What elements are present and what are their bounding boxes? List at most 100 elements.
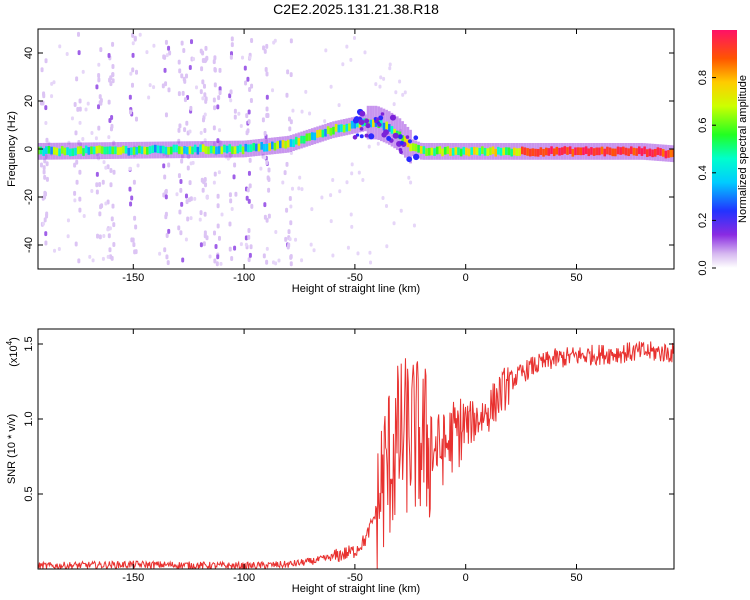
x-tick-label: -100 [233, 272, 255, 284]
spectrogram-cell [233, 146, 237, 155]
spectrogram-cell [159, 145, 162, 154]
spectrogram-noise [247, 228, 251, 234]
spectrogram-cell [502, 147, 505, 156]
colorbar-tick-label: 0.2 [697, 213, 709, 228]
spectrogram-noise [108, 226, 112, 231]
spectrogram-cell [611, 148, 614, 157]
spectrogram-noise [398, 79, 402, 84]
spectrogram-noise [177, 225, 181, 231]
spectrogram-noise [109, 168, 113, 174]
spectrogram-noise [202, 83, 206, 89]
spectrogram-cell [132, 147, 136, 155]
spectrogram-noise [148, 83, 152, 88]
spectrogram-cell [478, 147, 482, 156]
spectrogram-noise [289, 150, 293, 155]
spectrogram-noise [368, 250, 372, 255]
spectrogram-noise [262, 45, 266, 51]
spectrogram-noise [201, 96, 205, 101]
spectrogram-cell [138, 145, 141, 154]
spectrogram-noise [88, 254, 92, 259]
spectrogram-cell [151, 145, 154, 154]
spectrogram-cell [193, 144, 197, 153]
spectrogram-noise [43, 174, 47, 180]
spectrogram-y-ticks: -40 -20 0 20 40 [23, 47, 674, 253]
spectrogram-noise [374, 82, 378, 87]
spectrogram-noise [310, 207, 314, 212]
spectrogram-cell [294, 136, 298, 145]
colorbar-tick-label: 0.0 [697, 260, 709, 275]
spectrogram-noise [111, 78, 115, 84]
spectrogram-noise [357, 170, 361, 175]
spectrogram-noise [101, 256, 105, 261]
x-tick-label: 0 [463, 572, 469, 584]
spectrogram-blob [368, 133, 375, 140]
colorbar: 0.0 0.2 0.4 0.6 0.8 Normalized spectral ampl… [697, 30, 749, 276]
spectrogram-noise [189, 216, 193, 221]
spectrogram-noise [109, 75, 113, 81]
spectrogram-noise [179, 178, 183, 184]
spectrogram-noise [97, 104, 101, 110]
spectrogram-noise [98, 234, 102, 240]
spectrogram-noise [267, 167, 271, 173]
spectrogram-x-ticks: -150 -100 -50 0 50 [122, 29, 583, 284]
spectrogram-noise [369, 260, 373, 265]
spectrogram-cell [616, 146, 620, 155]
spectrogram-cell [547, 148, 551, 156]
spectrogram-noise [185, 120, 189, 126]
spectrogram-noise [136, 163, 140, 168]
spectrogram-noise [230, 36, 234, 42]
spectrogram-noise [243, 65, 247, 71]
spectrogram-noise [399, 208, 403, 213]
spectrogram-noise [214, 244, 218, 250]
spectrogram-noise [218, 90, 222, 96]
spectrogram-cell [164, 146, 168, 155]
spectrogram-noise [181, 257, 185, 263]
spectrogram-noise [163, 247, 167, 253]
spectrogram-noise [244, 80, 248, 86]
spectrogram-noise [186, 165, 190, 171]
spectrogram-cell [201, 144, 205, 152]
spectrogram-noise [39, 162, 43, 168]
spectrogram-noise [50, 81, 54, 86]
spectrogram-noise [199, 48, 203, 54]
colorbar-tick-label: 0.6 [697, 118, 709, 133]
spectrogram-noise [131, 237, 135, 243]
spectrogram-cell [111, 146, 115, 155]
spectrogram-noise [230, 42, 234, 48]
spectrogram-noise [199, 242, 203, 248]
spectrogram-noise [241, 55, 245, 60]
spectrogram-cell [528, 148, 532, 157]
spectrogram-cell [156, 145, 160, 154]
spectrogram-noise [263, 214, 267, 220]
spectrogram-noise [201, 57, 205, 63]
spectrogram-noise [131, 32, 135, 38]
snr-xlabel: Height of straight line (km) [292, 583, 420, 595]
spectrogram-blob [413, 135, 419, 141]
y-tick-label: 0 [23, 146, 35, 152]
spectrogram-noise [244, 235, 248, 241]
spectrogram-cell [350, 120, 354, 129]
spectrogram-noise [297, 186, 301, 191]
spectrogram-noise [58, 44, 62, 49]
chart-title: C2E2.2025.131.21.38.R18 [273, 1, 439, 17]
spectrogram-cell [92, 146, 96, 155]
spectrogram-noise [43, 194, 47, 200]
spectrogram-noise [189, 105, 193, 111]
spectrogram-blob [364, 133, 369, 138]
spectrogram-cell [268, 143, 271, 151]
spectrogram-noise [412, 223, 416, 228]
spectrogram-cell [526, 148, 529, 156]
spectrogram-cell [467, 148, 471, 157]
spectrogram-noise [44, 58, 48, 64]
spectrogram-noise [304, 89, 308, 94]
spectrogram-noise [265, 246, 269, 251]
spectrogram-noise [262, 253, 266, 259]
spectrogram-noise [298, 175, 302, 180]
spectrogram-noise [76, 106, 80, 112]
spectrogram-cell [292, 139, 295, 148]
y-tick-label: 40 [23, 47, 35, 59]
spectrogram-noise [183, 127, 187, 133]
spectrogram-cell [146, 146, 149, 155]
spectrogram-noise [264, 66, 268, 72]
spectrogram-noise [208, 254, 212, 259]
